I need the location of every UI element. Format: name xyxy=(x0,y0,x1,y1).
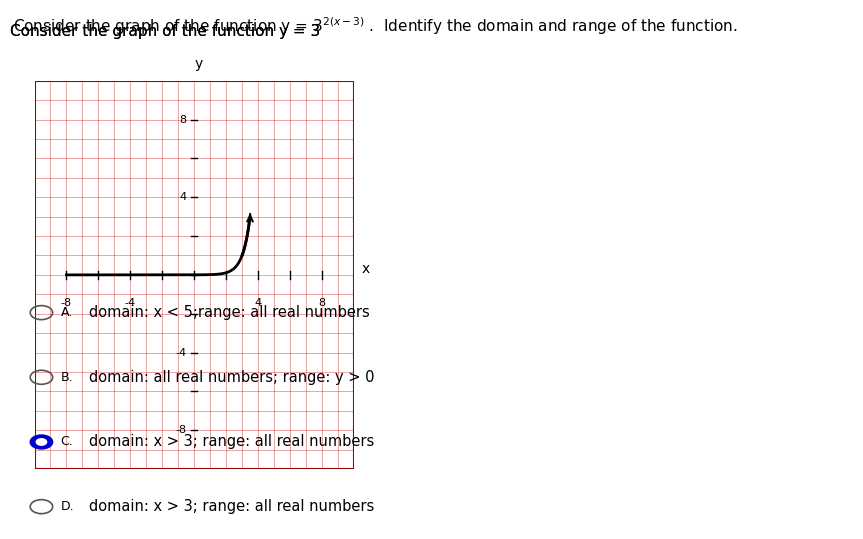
Text: -4: -4 xyxy=(125,298,135,308)
Text: -8: -8 xyxy=(175,425,186,435)
Text: Consider the graph of the function y = 3: Consider the graph of the function y = 3 xyxy=(10,24,321,39)
Text: x: x xyxy=(362,262,370,276)
Text: Consider the graph of the function y = 3: Consider the graph of the function y = 3 xyxy=(10,24,321,39)
Text: y: y xyxy=(195,57,203,71)
Text: domain: x > 3; range: all real numbers: domain: x > 3; range: all real numbers xyxy=(89,499,375,514)
Text: 4: 4 xyxy=(179,192,186,202)
Text: 8: 8 xyxy=(318,298,325,308)
Text: -8: -8 xyxy=(61,298,72,308)
Text: domain: x < 5;range: all real numbers: domain: x < 5;range: all real numbers xyxy=(89,305,369,320)
Text: domain: x > 3; range: all real numbers: domain: x > 3; range: all real numbers xyxy=(89,434,375,450)
Text: 8: 8 xyxy=(179,115,186,125)
Text: B.: B. xyxy=(60,371,73,384)
Text: domain: all real numbers; range: y > 0: domain: all real numbers; range: y > 0 xyxy=(89,370,375,385)
Text: D.: D. xyxy=(60,500,74,513)
Text: C.: C. xyxy=(60,436,73,448)
Text: 4: 4 xyxy=(255,298,261,308)
Text: A.: A. xyxy=(60,306,72,319)
Text: Consider the graph of the function y = $3^{2(x-3)}$ .  Identify the domain and r: Consider the graph of the function y = $… xyxy=(13,15,738,37)
Text: -4: -4 xyxy=(175,348,186,357)
